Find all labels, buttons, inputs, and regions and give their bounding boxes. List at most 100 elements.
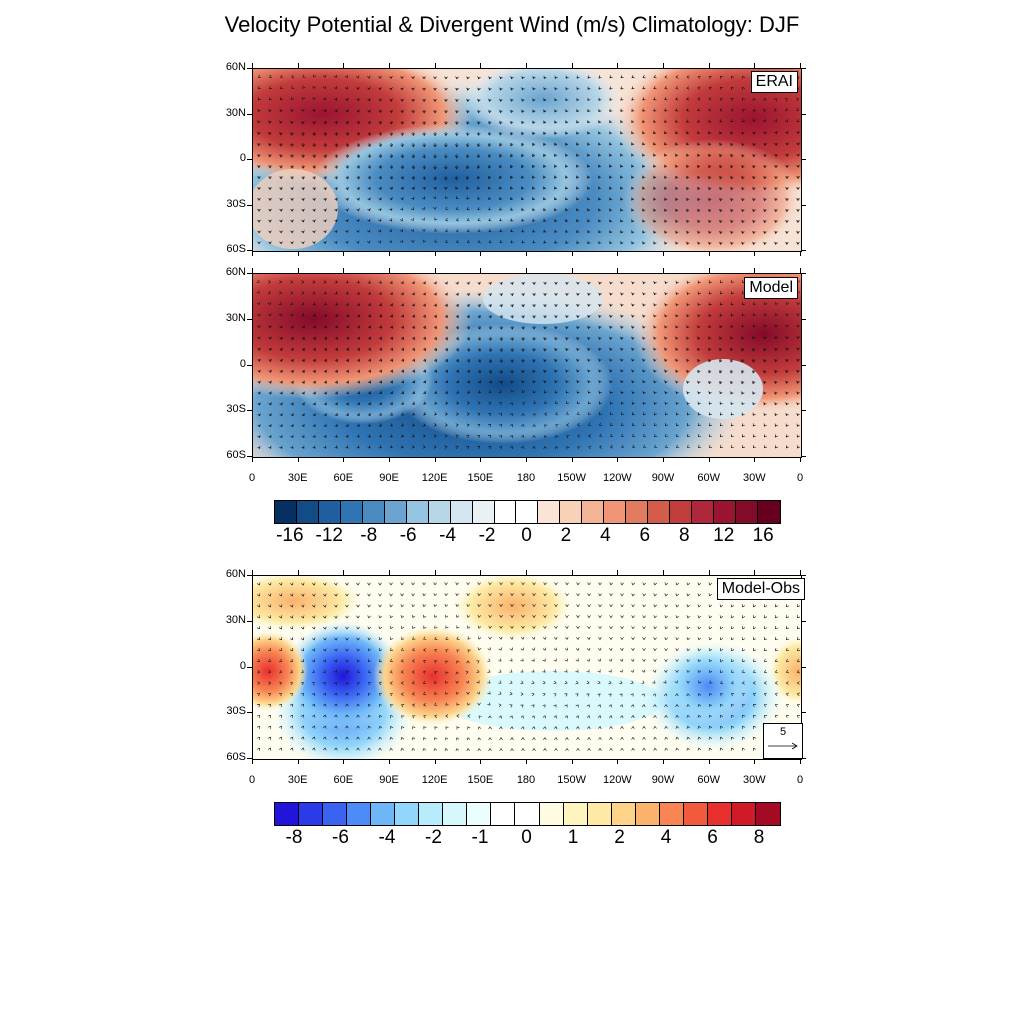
wind-vector-head (785, 647, 790, 651)
wind-vector-head (412, 369, 416, 373)
wind-vector-head (345, 229, 349, 233)
wind-vector-head (356, 593, 360, 597)
wind-vector-head (687, 423, 691, 427)
wind-vector-head (379, 703, 383, 708)
wind-vector-head (411, 132, 415, 136)
wind-vector-head (675, 197, 679, 201)
wind-vector-head (576, 197, 580, 201)
wind-vector-head (279, 219, 283, 223)
wind-vector-head (412, 715, 416, 719)
wind-vector-head (477, 636, 482, 640)
wind-vector-head (587, 390, 591, 394)
wind-vector-head (598, 747, 602, 751)
wind-vector-head (521, 423, 525, 428)
wind-vector-head (576, 153, 580, 157)
wind-vector-head (686, 119, 690, 123)
wind-vector-head (697, 164, 701, 169)
wind-vector-head (268, 176, 272, 180)
wind-vector-head (267, 301, 271, 305)
wind-vector-head (697, 659, 702, 663)
wind-vector-head (312, 348, 316, 352)
wind-vector-head (323, 582, 327, 586)
wind-vector-head (763, 131, 767, 135)
wind-vector-head (753, 747, 757, 751)
wind-vector-head (455, 680, 459, 684)
wind-vector-head (334, 434, 338, 438)
wind-vector-head (389, 736, 394, 740)
longitude-tick (571, 570, 573, 575)
wind-vector-head (598, 153, 602, 157)
wind-vector-head (653, 186, 657, 190)
wind-vector-head (323, 648, 327, 652)
wind-vector-head (621, 433, 625, 437)
wind-vector-head (675, 86, 679, 90)
wind-vector-head (356, 626, 360, 630)
wind-vector-head (565, 358, 569, 362)
wind-vector-head (422, 737, 427, 741)
wind-vector-head (312, 358, 316, 363)
wind-vector-head (311, 648, 316, 652)
wind-vector-head (257, 143, 261, 147)
wind-vector-head (368, 658, 372, 663)
wind-vector-head (565, 240, 569, 244)
wind-vector-head (686, 604, 690, 608)
wind-vector-head (510, 359, 514, 363)
wind-vector-head (400, 303, 404, 307)
wind-vector-head (609, 582, 613, 586)
wind-vector-head (357, 358, 360, 362)
wind-vector-head (708, 86, 712, 91)
wind-vector-head (773, 108, 777, 112)
wind-vector-head (675, 314, 679, 318)
wind-vector-head (619, 693, 623, 697)
wind-vector-head (499, 87, 503, 91)
wind-vector-head (521, 615, 525, 618)
wind-vector-head (476, 176, 481, 180)
wind-vector-head (257, 230, 261, 234)
wind-vector-head (653, 648, 657, 652)
wind-vector-head (543, 348, 547, 352)
wind-vector-head (455, 737, 460, 741)
wind-vector-head (389, 197, 393, 201)
wind-vector-head (576, 97, 580, 102)
wind-vector-head (279, 358, 283, 363)
wind-vector-head (653, 593, 657, 597)
wind-vector-head (664, 714, 668, 718)
wind-vector-head (775, 604, 779, 608)
wind-vector-head (586, 704, 590, 708)
wind-vector-head (256, 736, 260, 740)
wind-vector-head (664, 736, 668, 740)
wind-vector-head (279, 198, 283, 201)
wind-vector-head (642, 325, 646, 329)
wind-vector-head (378, 669, 382, 674)
wind-vector-head (400, 176, 405, 180)
wind-vector-head (465, 176, 470, 180)
colorbar-label: 4 (600, 525, 611, 546)
wind-vector-head (708, 208, 712, 213)
wind-vector-head (631, 637, 635, 641)
wind-vector-head (753, 736, 757, 740)
wind-vector-head (477, 412, 481, 416)
wind-vector-head (543, 207, 547, 211)
model-panel-label: Model (744, 277, 798, 299)
latitude-label: 0 (239, 357, 246, 370)
wind-vector-head (720, 291, 723, 295)
wind-vector-head (774, 348, 778, 352)
wind-vector-head (400, 681, 404, 685)
wind-vector-head (322, 682, 326, 686)
wind-vector-head (301, 615, 305, 619)
wind-vector-head (521, 98, 525, 102)
latitude-tick (247, 68, 252, 69)
wind-vector (500, 336, 502, 341)
wind-vector-head (378, 401, 382, 405)
wind-vector-head (763, 165, 767, 169)
wind-vector-head (521, 281, 525, 285)
colorbar-label: 2 (560, 525, 572, 546)
wind-vector-head (378, 747, 382, 751)
longitude-tick (480, 268, 482, 273)
wind-vector-head (335, 325, 339, 329)
wind-vector-head (434, 625, 438, 629)
wind-vector-head (466, 98, 470, 103)
wind-vector-head (423, 336, 427, 341)
wind-vector-head (335, 347, 338, 351)
wind-vector-head (378, 391, 382, 395)
